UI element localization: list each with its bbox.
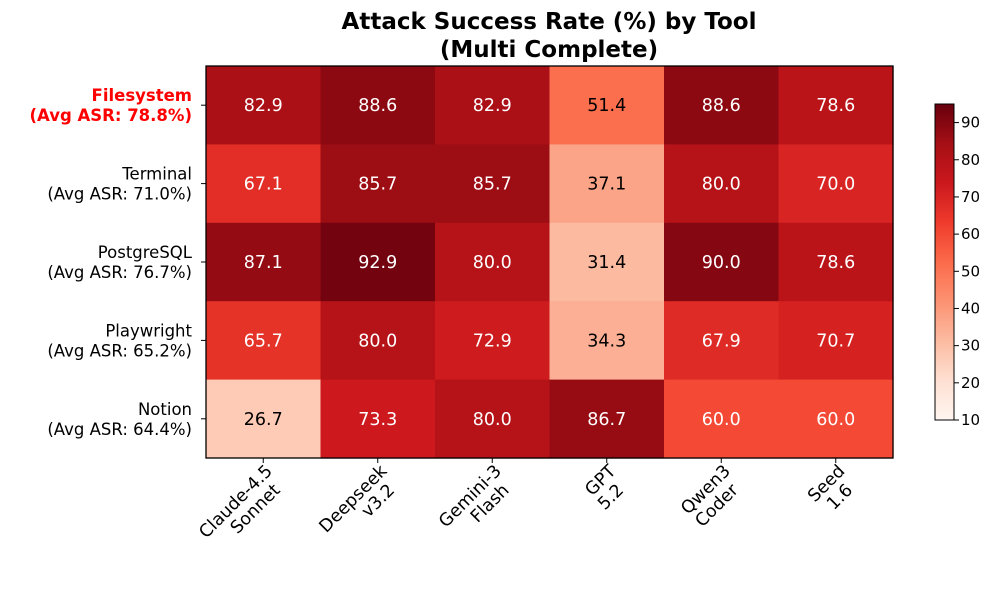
cell-value-label: 34.3 — [587, 331, 626, 351]
heatmap-cell — [435, 301, 551, 381]
heatmap-cell — [206, 379, 322, 459]
row-label-avg: (Avg ASR: 71.0%) — [47, 185, 192, 204]
heatmap-cell — [664, 66, 780, 145]
chart-title-line-1: Attack Success Rate (%) by Tool — [342, 9, 757, 35]
cell-value-label: 60.0 — [816, 410, 855, 430]
heatmap-cell — [320, 301, 436, 381]
heatmap-cell — [778, 379, 894, 459]
cell-value-label: 80.0 — [473, 253, 512, 273]
heatmap-cell — [549, 144, 665, 224]
heatmap-cell — [549, 301, 665, 381]
colorbar-tick-label: 10 — [961, 411, 980, 429]
colorbar-tick-label: 50 — [961, 262, 980, 280]
cell-value-label: 73.3 — [358, 410, 397, 430]
cell-value-label: 70.7 — [816, 331, 855, 351]
cell-value-label: 37.1 — [587, 175, 626, 195]
cell-value-label: 90.0 — [702, 253, 741, 273]
cell-value-label: 80.0 — [702, 175, 741, 195]
cell-value-label: 67.1 — [244, 175, 283, 195]
colorbar-tick-label: 60 — [961, 225, 980, 243]
cell-value-label: 67.9 — [702, 331, 741, 351]
colorbar-tick-label: 90 — [961, 114, 980, 132]
row-label-avg: (Avg ASR: 64.4%) — [47, 420, 192, 439]
cell-value-label: 72.9 — [473, 331, 512, 351]
row-labels: Filesystem(Avg ASR: 78.8%)Terminal(Avg A… — [29, 86, 206, 439]
heatmap-cell — [435, 144, 551, 224]
cell-value-label: 70.0 — [816, 175, 855, 195]
heatmap-cell — [206, 66, 322, 145]
cell-value-label: 78.6 — [816, 96, 855, 116]
heatmap-cell — [664, 222, 780, 302]
heatmap-cell — [778, 301, 894, 381]
row-label-name: PostgreSQL — [98, 243, 193, 262]
cell-value-label: 85.7 — [473, 175, 512, 195]
row-label-name: Filesystem — [92, 86, 192, 105]
colorbar-tick-label: 70 — [961, 188, 980, 206]
cell-value-label: 26.7 — [244, 410, 283, 430]
heatmap-cell — [320, 144, 436, 224]
heatmap-cell — [664, 301, 780, 381]
heatmap-cell — [320, 66, 436, 145]
heatmap-cell — [549, 379, 665, 459]
heatmap-cell — [206, 301, 322, 381]
cell-value-label: 85.7 — [358, 175, 397, 195]
heatmap-cell — [549, 222, 665, 302]
row-label-avg: (Avg ASR: 76.7%) — [47, 263, 192, 282]
heatmap-cell — [778, 222, 894, 302]
colorbar: 10 20 30 40 50 60 70 80 90 — [934, 103, 980, 429]
heatmap-cell — [778, 144, 894, 224]
heatmap-cell — [435, 66, 551, 145]
cell-value-label: 80.0 — [473, 410, 512, 430]
heatmap-cells: 82.9 88.6 82.9 51.4 88.6 78.6 67.1 85.7 85.7 37.1… — [205, 65, 894, 459]
cell-value-label: 86.7 — [587, 410, 626, 430]
cell-value-label: 88.6 — [702, 96, 741, 116]
row-label-name: Notion — [138, 400, 192, 419]
cell-value-label: 51.4 — [587, 96, 626, 116]
heatmap-cell — [664, 144, 780, 224]
cell-value-label: 82.9 — [244, 96, 283, 116]
heatmap-cell — [549, 66, 665, 145]
cell-value-label: 87.1 — [244, 253, 283, 273]
heatmap-cell — [435, 222, 551, 302]
row-label-name: Terminal — [121, 165, 192, 184]
heatmap-cell — [435, 379, 551, 459]
colorbar-tick-label: 30 — [961, 337, 980, 355]
chart-title-line-2: (Multi Complete) — [440, 37, 658, 63]
row-label-name: Playwright — [105, 321, 192, 340]
colorbar-tick-label: 80 — [961, 151, 980, 169]
heatmap-cell — [320, 222, 436, 302]
colorbar-gradient — [934, 103, 955, 421]
cell-value-label: 31.4 — [587, 253, 626, 273]
cell-value-label: 60.0 — [702, 410, 741, 430]
cell-value-label: 88.6 — [358, 96, 397, 116]
cell-value-label: 92.9 — [358, 253, 397, 273]
colorbar-tick-label: 20 — [961, 374, 980, 392]
cell-value-label: 65.7 — [244, 331, 283, 351]
heatmap-cell — [664, 379, 780, 459]
row-label-avg: (Avg ASR: 78.8%) — [29, 106, 192, 125]
row-label-avg: (Avg ASR: 65.2%) — [47, 341, 192, 360]
heatmap-cell — [778, 66, 894, 145]
cell-value-label: 78.6 — [816, 253, 855, 273]
cell-value-label: 82.9 — [473, 96, 512, 116]
cell-value-label: 80.0 — [358, 331, 397, 351]
heatmap-cell — [206, 222, 322, 302]
heatmap-cell — [206, 144, 322, 224]
heatmap-cell — [320, 379, 436, 459]
colorbar-tick-label: 40 — [961, 299, 980, 317]
